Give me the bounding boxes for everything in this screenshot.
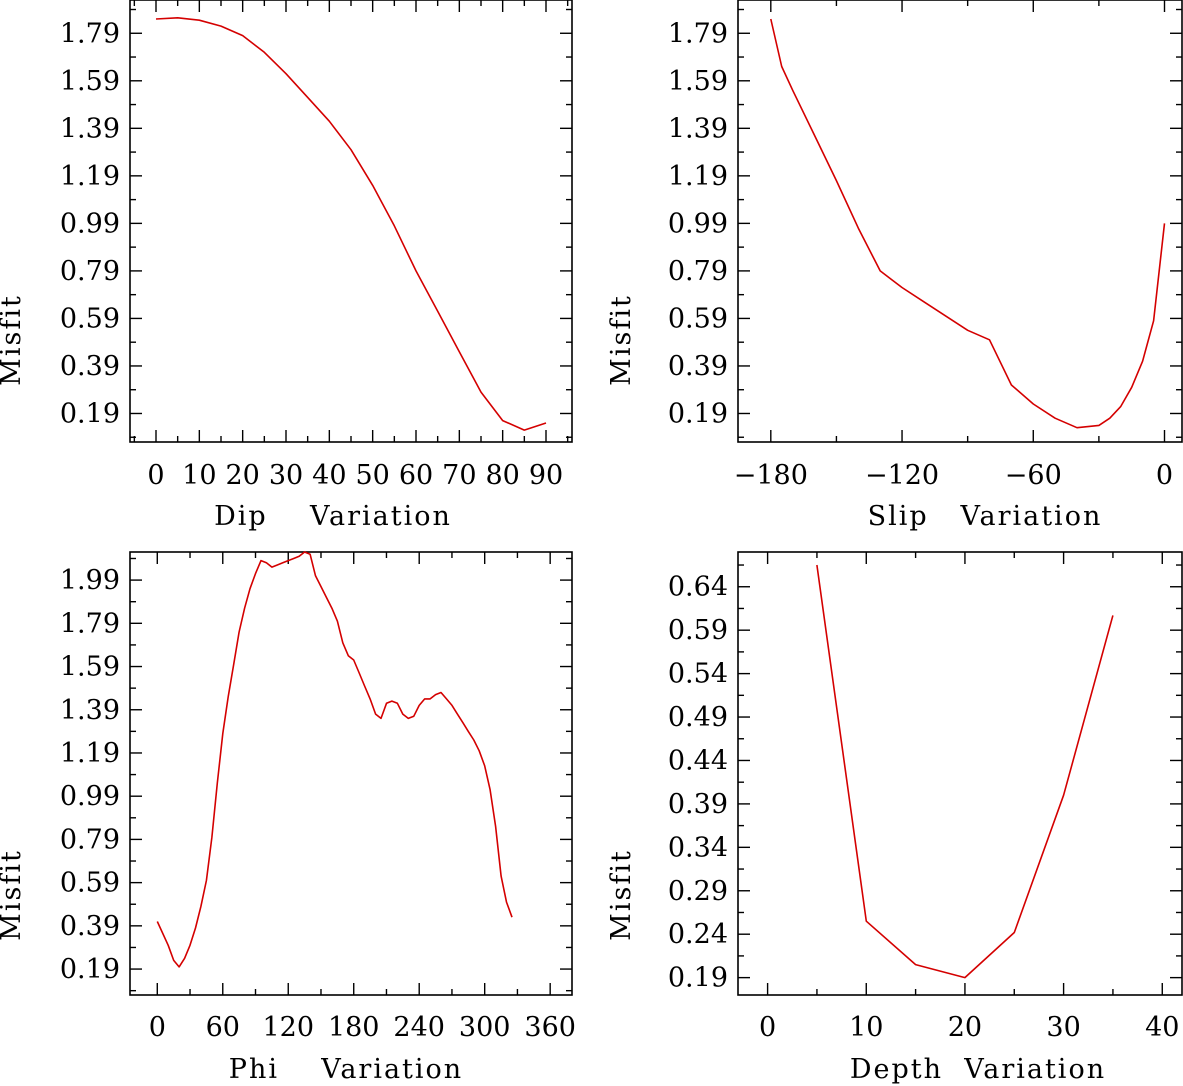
y-tick-label: 0.39 bbox=[668, 789, 728, 820]
x-tick-label: 20 bbox=[948, 1012, 982, 1043]
x-tick-label: 240 bbox=[393, 1012, 445, 1043]
x-tick-label: −60 bbox=[1005, 460, 1062, 491]
x-tick-label: 40 bbox=[1145, 1012, 1179, 1043]
x-tick-label: 80 bbox=[485, 460, 519, 491]
y-tick-label: 0.49 bbox=[668, 702, 728, 733]
y-tick-label: 1.59 bbox=[60, 66, 120, 97]
y-tick-label: 1.79 bbox=[668, 18, 728, 49]
y-tick-label: 0.39 bbox=[60, 911, 120, 942]
x-axis-title: Dip Variation bbox=[214, 501, 452, 532]
x-axis-title: Depth Variation bbox=[850, 1054, 1106, 1085]
y-tick-label: 0.99 bbox=[668, 208, 728, 239]
y-tick-label: 1.39 bbox=[60, 695, 120, 726]
misfit-series-line bbox=[156, 551, 513, 968]
y-tick-label: 0.39 bbox=[668, 351, 728, 382]
y-tick-label: 1.79 bbox=[60, 18, 120, 49]
y-tick-label: 0.19 bbox=[668, 398, 728, 429]
x-tick-label: 10 bbox=[182, 460, 216, 491]
x-tick-label: 90 bbox=[529, 460, 563, 491]
x-tick-label: 0 bbox=[759, 1012, 776, 1043]
x-tick-label: 40 bbox=[312, 460, 346, 491]
x-tick-label: 360 bbox=[524, 1012, 576, 1043]
y-tick-label: 1.19 bbox=[60, 161, 120, 192]
y-tick-label: 0.44 bbox=[668, 745, 728, 776]
x-tick-label: 60 bbox=[206, 1012, 240, 1043]
y-tick-label: 0.34 bbox=[668, 832, 728, 863]
y-tick-label: 1.19 bbox=[668, 161, 728, 192]
y-tick-label: 1.39 bbox=[60, 113, 120, 144]
y-tick-label: 0.29 bbox=[668, 876, 728, 907]
y-tick-label: 1.99 bbox=[60, 565, 120, 596]
x-tick-label: 60 bbox=[399, 460, 433, 491]
x-tick-label: 0 bbox=[1156, 460, 1173, 491]
plot-frame bbox=[737, 551, 1183, 996]
y-tick-label: 0.79 bbox=[668, 256, 728, 287]
panel-phi: 0.19 0.39 0.59 0.79 0.99 1.19 1.39 1.59 1.79 1.99… bbox=[0, 551, 576, 1085]
x-tick-label: −180 bbox=[734, 460, 808, 491]
plot-frame bbox=[129, 0, 573, 443]
y-tick-label: 0.79 bbox=[60, 824, 120, 855]
misfit-series-line bbox=[155, 16, 547, 431]
x-tick-label: 30 bbox=[1046, 1012, 1080, 1043]
y-tick-label: 0.59 bbox=[60, 868, 120, 899]
x-tick-label: 50 bbox=[355, 460, 389, 491]
y-tick-label: 0.59 bbox=[60, 303, 120, 334]
y-axis-title: Misfit bbox=[606, 294, 637, 386]
x-tick-label: 180 bbox=[328, 1012, 380, 1043]
y-tick-label: 0.59 bbox=[668, 615, 728, 646]
y-axis-title: Misfit bbox=[606, 849, 637, 941]
y-tick-label: 1.19 bbox=[60, 738, 120, 769]
y-tick-label: 1.39 bbox=[668, 113, 728, 144]
misfit-series-line bbox=[770, 18, 1166, 429]
y-axis-title: Misfit bbox=[0, 849, 27, 941]
x-tick-label: 10 bbox=[849, 1012, 883, 1043]
y-tick-label: 0.19 bbox=[60, 398, 120, 429]
misfit-series-line bbox=[816, 564, 1114, 979]
panel-slip: 0.19 0.39 0.59 0.79 0.99 1.19 1.39 1.59 1.79 −180… bbox=[606, 0, 1183, 532]
y-tick-label: 0.79 bbox=[60, 256, 120, 287]
y-tick-label: 1.59 bbox=[668, 66, 728, 97]
x-tick-label: 120 bbox=[262, 1012, 314, 1043]
panel-depth: 0.19 0.24 0.29 0.34 0.39 0.44 0.49 0.54 0.59 0.64… bbox=[606, 551, 1183, 1085]
y-tick-label: 1.79 bbox=[60, 608, 120, 639]
x-tick-label: 300 bbox=[459, 1012, 511, 1043]
y-axis-title: Misfit bbox=[0, 294, 27, 386]
x-axis-title: Slip Variation bbox=[868, 501, 1103, 532]
x-tick-label: −120 bbox=[865, 460, 939, 491]
plot-frame bbox=[737, 0, 1183, 443]
y-tick-label: 0.99 bbox=[60, 781, 120, 812]
x-tick-label: 30 bbox=[269, 460, 303, 491]
x-tick-label: 0 bbox=[149, 1012, 166, 1043]
y-tick-label: 1.59 bbox=[60, 652, 120, 683]
y-tick-label: 0.19 bbox=[60, 954, 120, 985]
x-axis-title: Phi Variation bbox=[229, 1054, 463, 1085]
y-tick-label: 0.59 bbox=[668, 303, 728, 334]
y-tick-label: 0.39 bbox=[60, 351, 120, 382]
y-tick-label: 0.24 bbox=[668, 919, 728, 950]
y-tick-label: 0.99 bbox=[60, 208, 120, 239]
x-tick-label: 0 bbox=[147, 460, 164, 491]
plot-frame bbox=[129, 551, 573, 996]
y-tick-label: 0.54 bbox=[668, 659, 728, 690]
panel-dip: 0.19 0.39 0.59 0.79 0.99 1.19 1.39 1.59 1.79 0 10 2… bbox=[0, 0, 573, 532]
y-tick-label: 0.64 bbox=[668, 572, 728, 603]
y-tick-label: 0.19 bbox=[668, 963, 728, 994]
x-tick-label: 20 bbox=[225, 460, 259, 491]
x-tick-label: 70 bbox=[442, 460, 476, 491]
